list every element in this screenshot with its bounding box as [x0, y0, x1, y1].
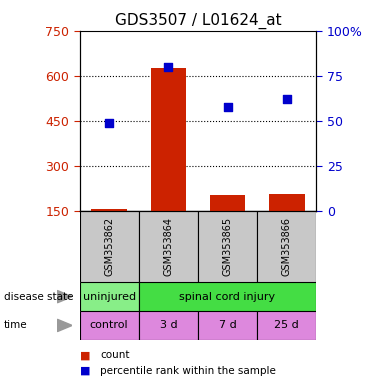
- Bar: [198, 211, 257, 282]
- Point: [225, 103, 231, 109]
- Point: [106, 120, 112, 126]
- Text: time: time: [4, 320, 27, 331]
- Bar: [257, 211, 316, 282]
- Text: 7 d: 7 d: [219, 320, 236, 331]
- Text: GSM353864: GSM353864: [163, 217, 174, 276]
- Title: GDS3507 / L01624_at: GDS3507 / L01624_at: [115, 13, 281, 29]
- Bar: [257, 311, 316, 340]
- Point: [165, 64, 171, 70]
- Bar: [151, 68, 186, 211]
- Text: percentile rank within the sample: percentile rank within the sample: [100, 366, 276, 376]
- Text: spinal cord injury: spinal cord injury: [179, 291, 276, 302]
- Text: control: control: [90, 320, 128, 331]
- Bar: [139, 311, 198, 340]
- Bar: [210, 195, 245, 211]
- Bar: [80, 282, 139, 311]
- Text: GSM353866: GSM353866: [282, 217, 292, 276]
- Bar: [269, 194, 305, 211]
- Bar: [139, 211, 198, 282]
- Bar: [139, 282, 316, 311]
- Bar: [198, 311, 257, 340]
- Bar: [80, 311, 139, 340]
- Text: 3 d: 3 d: [159, 320, 177, 331]
- Text: count: count: [100, 350, 130, 360]
- Text: 25 d: 25 d: [275, 320, 299, 331]
- Bar: [80, 211, 139, 282]
- Text: disease state: disease state: [4, 291, 73, 302]
- Point: [284, 96, 290, 103]
- Text: GSM353862: GSM353862: [104, 217, 114, 276]
- Bar: [91, 209, 127, 211]
- Polygon shape: [57, 319, 72, 331]
- Text: uninjured: uninjured: [83, 291, 136, 302]
- Text: ■: ■: [80, 366, 90, 376]
- Text: ■: ■: [80, 350, 90, 360]
- Text: GSM353865: GSM353865: [222, 217, 233, 276]
- Polygon shape: [57, 290, 72, 303]
